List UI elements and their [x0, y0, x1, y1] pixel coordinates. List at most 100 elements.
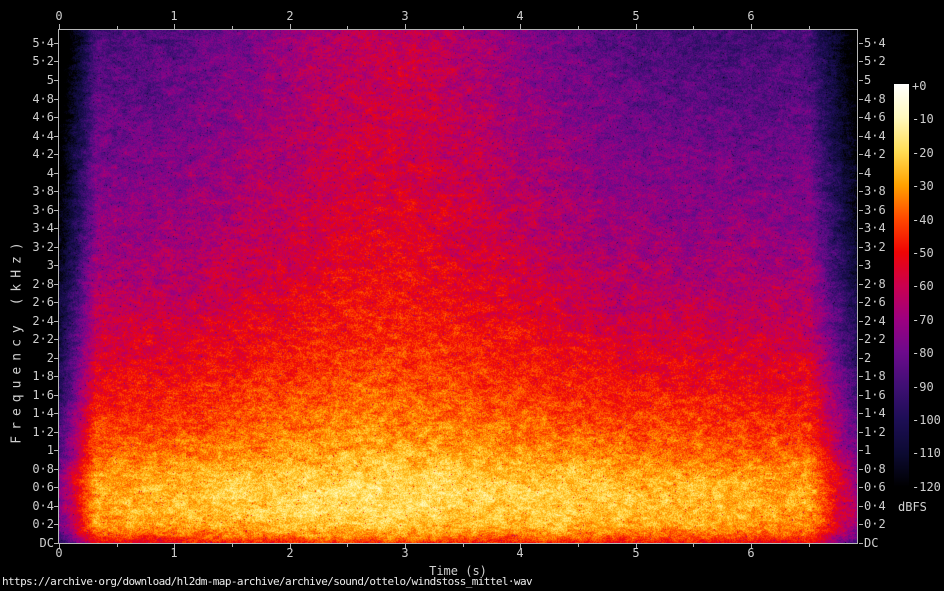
- x-minor-tick-top: [463, 26, 464, 29]
- x-minor-tick-bottom: [463, 544, 464, 547]
- colorbar-tick-label: -60: [912, 279, 934, 293]
- freq-tick-label-left: 1·6: [32, 388, 54, 402]
- colorbar-tick-label: -80: [912, 346, 934, 360]
- freq-tick-left: [54, 302, 58, 303]
- freq-tick-label-right: 3·8: [864, 184, 886, 198]
- freq-tick-label-left: 3: [46, 258, 54, 272]
- x-major-tick-bottom: [751, 544, 752, 549]
- freq-tick-left: [54, 506, 58, 507]
- freq-tick-label-left: 4·6: [32, 110, 54, 124]
- freq-tick-right: [859, 43, 863, 44]
- freq-tick-right: [859, 469, 863, 470]
- freq-tick-right: [859, 321, 863, 322]
- freq-tick-right: [859, 487, 863, 488]
- x-tick-label-bottom: 6: [747, 546, 755, 560]
- x-major-tick-top: [405, 24, 406, 29]
- freq-tick-label-left: 3·6: [32, 203, 54, 217]
- x-major-tick-bottom: [59, 544, 60, 549]
- x-minor-tick-bottom: [809, 544, 810, 547]
- x-minor-tick-top: [117, 26, 118, 29]
- x-major-tick-top: [174, 24, 175, 29]
- freq-tick-left: [54, 339, 58, 340]
- x-axis-title: Time (s): [429, 564, 487, 578]
- freq-tick-right: [859, 376, 863, 377]
- freq-tick-left: [54, 265, 58, 266]
- colorbar-tick-label: -100: [912, 413, 941, 427]
- freq-tick-label-left: 1: [46, 443, 54, 457]
- freq-tick-left: [54, 321, 58, 322]
- freq-tick-left: [54, 432, 58, 433]
- x-major-tick-top: [59, 24, 60, 29]
- freq-tick-label-right: DC: [864, 536, 879, 550]
- x-major-tick-top: [636, 24, 637, 29]
- freq-tick-right: [859, 302, 863, 303]
- freq-tick-label-right: 3·4: [864, 221, 886, 235]
- freq-tick-label-left: 2·4: [32, 314, 54, 328]
- freq-tick-left: [54, 395, 58, 396]
- freq-tick-label-right: 3: [864, 258, 872, 272]
- x-minor-tick-bottom: [347, 544, 348, 547]
- spectrogram-canvas: [59, 30, 857, 543]
- freq-tick-left: [54, 247, 58, 248]
- freq-tick-left: [54, 284, 58, 285]
- x-minor-tick-top: [578, 26, 579, 29]
- x-minor-tick-bottom: [117, 544, 118, 547]
- colorbar-tick-label: -90: [912, 380, 934, 394]
- x-major-tick-bottom: [174, 544, 175, 549]
- freq-tick-label-left: 2·8: [32, 277, 54, 291]
- colorbar-tick-label: -30: [912, 179, 934, 193]
- freq-tick-label-left: 5·2: [32, 54, 54, 68]
- colorbar-tick-label: -20: [912, 146, 934, 160]
- freq-tick-label-left: 0·6: [32, 480, 54, 494]
- freq-tick-left: [54, 154, 58, 155]
- freq-tick-left: [54, 469, 58, 470]
- freq-tick-label-left: 0·4: [32, 499, 54, 513]
- freq-tick-label-left: 0·8: [32, 462, 54, 476]
- freq-tick-label-right: 2·4: [864, 314, 886, 328]
- colorbar-tick-label: -70: [912, 313, 934, 327]
- freq-tick-left: [54, 450, 58, 451]
- x-minor-tick-top: [232, 26, 233, 29]
- freq-tick-label-right: 3·2: [864, 240, 886, 254]
- freq-tick-label-left: 3·2: [32, 240, 54, 254]
- freq-tick-label-right: 0·4: [864, 499, 886, 513]
- freq-tick-left: [54, 358, 58, 359]
- freq-tick-left: [54, 136, 58, 137]
- freq-tick-label-left: 4·4: [32, 129, 54, 143]
- freq-tick-label-right: 5·4: [864, 36, 886, 50]
- x-minor-tick-bottom: [693, 544, 694, 547]
- colorbar-tick-label: -50: [912, 246, 934, 260]
- freq-tick-left: [54, 524, 58, 525]
- colorbar-tick-label: -10: [912, 112, 934, 126]
- freq-tick-left: [54, 487, 58, 488]
- colorbar-tick-label: +0: [912, 79, 927, 93]
- freq-tick-label-right: 5: [864, 73, 872, 87]
- colorbar-tick-label: -120: [912, 480, 941, 494]
- x-major-tick-bottom: [636, 544, 637, 549]
- freq-tick-label-right: 5·2: [864, 54, 886, 68]
- x-minor-tick-top: [347, 26, 348, 29]
- x-major-tick-bottom: [405, 544, 406, 549]
- freq-tick-right: [859, 432, 863, 433]
- freq-tick-right: [859, 173, 863, 174]
- x-minor-tick-top: [693, 26, 694, 29]
- freq-tick-right: [859, 543, 863, 544]
- freq-tick-right: [859, 61, 863, 62]
- x-tick-label-bottom: 2: [286, 546, 294, 560]
- freq-tick-label-right: 4·2: [864, 147, 886, 161]
- freq-tick-left: [54, 99, 58, 100]
- freq-tick-label-right: 4·4: [864, 129, 886, 143]
- freq-tick-label-right: 1·8: [864, 369, 886, 383]
- freq-tick-left: [54, 117, 58, 118]
- freq-tick-left: [54, 80, 58, 81]
- footer-url: https://archive·org/download/hl2dm-map-a…: [2, 575, 533, 588]
- freq-tick-label-left: 5: [46, 73, 54, 87]
- freq-tick-right: [859, 191, 863, 192]
- freq-tick-label-left: DC: [39, 536, 54, 550]
- freq-tick-label-right: 4·6: [864, 110, 886, 124]
- freq-tick-right: [859, 80, 863, 81]
- freq-tick-label-left: 2·2: [32, 332, 54, 346]
- colorbar-units-label: dBFS: [898, 500, 927, 514]
- freq-tick-label-left: 4·2: [32, 147, 54, 161]
